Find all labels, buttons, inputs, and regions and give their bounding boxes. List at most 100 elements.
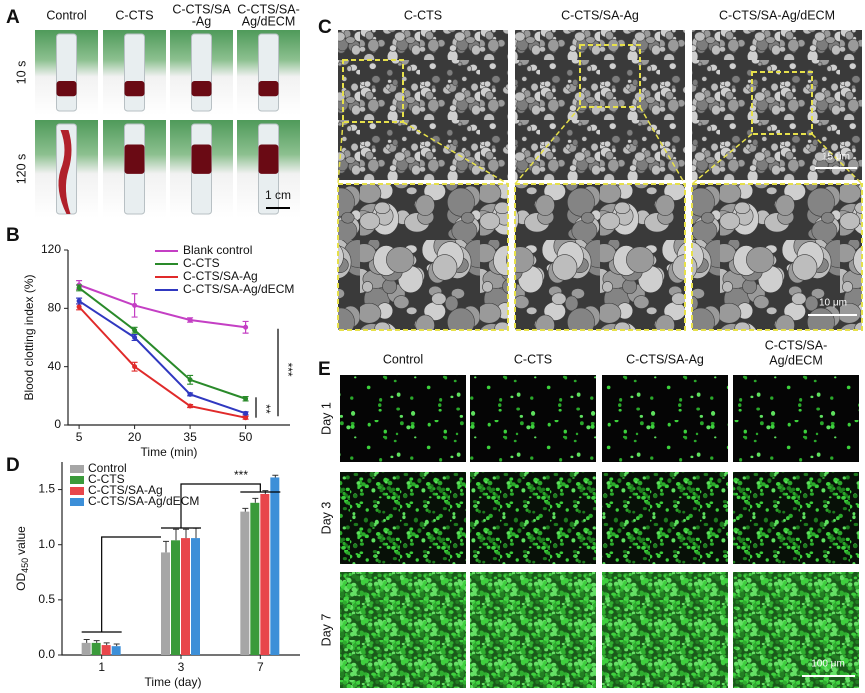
scale-label: 1 cm [265,188,291,202]
y-axis-label: Blood clotting index (%) [22,274,36,400]
zoom-box [579,44,641,108]
x-tick-label: 5 [76,430,83,444]
panel-label: A [6,7,20,28]
fluorescence-image [733,375,859,462]
fluorescence-image [470,572,596,688]
column-label: Ag/dECM [242,14,296,28]
data-point [132,327,138,333]
bar [81,642,91,655]
legend-swatch [70,465,84,473]
data-point [76,285,82,291]
tube [191,33,212,112]
significance-bracket [101,483,261,632]
fluorescence-image [733,572,859,688]
scale-label: 10 μm [819,298,847,309]
blood [124,81,145,97]
legend-label: C-CTS [88,472,125,486]
row-label: Day 3 [319,502,333,535]
error-bar [103,642,110,646]
data-point [243,396,249,402]
legend-swatch [70,487,84,495]
tube [258,33,279,112]
sem-image [338,30,508,180]
x-axis-label: Time (min) [141,445,198,459]
panel-label: D [6,455,20,476]
scale-label: 15 μm [822,152,850,163]
y-axis-label-part: value [14,526,28,555]
data-point [187,391,193,397]
zoom-box [342,59,404,123]
y-axis-label-part: 450 [20,558,30,573]
column-label: -Ag [192,14,212,28]
x-tick-label: 1 [98,660,105,674]
y-tick-label: 120 [41,242,61,256]
fluorescence-image [602,472,728,564]
sem-image [691,183,863,331]
data-point [243,410,249,416]
bar [101,645,111,655]
error-bar [113,643,120,647]
fluorescence-image [733,472,859,564]
fluorescence-image [340,375,466,462]
error-bar [83,639,90,643]
sem-image [515,30,685,180]
fluorescence-image [470,375,596,462]
bar [111,646,121,655]
bar [91,642,101,655]
column-label: C-CTS [115,8,153,22]
error-bar [252,497,259,503]
bar [171,540,180,655]
y-tick-label: 0.5 [38,592,55,606]
row-label: 10 s [14,61,28,85]
fluorescence-image [470,472,596,564]
series-line [78,284,246,329]
legend-label: Control [88,461,127,475]
bar [250,502,260,655]
error-bar [242,507,249,512]
column-label: C-CTS [514,352,552,366]
x-tick-label: 20 [128,430,142,444]
blood [191,144,212,174]
series-line [78,300,246,415]
blood [258,144,279,174]
error-bar [193,527,199,539]
column-label: C-CTS [404,8,442,22]
zoom-line [514,106,581,185]
x-tick-label: 3 [178,660,185,674]
data-point [76,298,82,304]
data-point [187,317,193,323]
data-point [76,304,82,310]
legend-label: C-CTS/SA-Ag [183,269,258,283]
series-line [78,287,246,400]
sem-image [337,183,509,331]
column-label: Control [383,352,423,366]
fluorescence-image [340,572,466,688]
row-label: Day 7 [319,614,333,647]
blood [191,81,212,97]
bar [191,538,200,655]
blood [258,81,279,97]
bar [240,511,250,655]
significance: *** [281,363,295,377]
bar [161,552,170,655]
panel-label: C [318,17,332,38]
series-line [78,306,246,419]
error-bar [272,474,279,478]
column-label: Control [46,8,86,22]
zoom-line [402,121,509,185]
y-tick-label: 0.0 [38,647,55,661]
error-bar [183,528,189,539]
data-point [132,335,138,340]
column-label: C-CTS/SA- [237,2,300,16]
legend-label: C-CTS/SA-Ag/dECM [183,282,294,296]
column-label: C-CTS/SA [172,2,231,16]
blood [124,144,145,174]
y-tick-label: 40 [48,359,62,373]
error-bar [93,640,100,643]
x-tick-label: 35 [183,430,197,444]
x-tick-label: 50 [239,430,253,444]
tube [56,33,77,112]
zoom-box [751,71,813,135]
error-bar [163,540,169,553]
tube [124,33,145,112]
